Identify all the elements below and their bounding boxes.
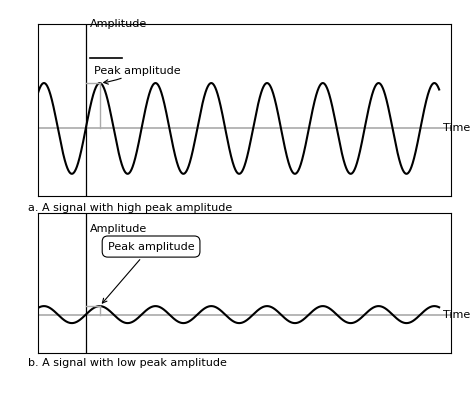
Text: Peak amplitude: Peak amplitude — [102, 241, 195, 303]
Text: Amplitude: Amplitude — [90, 18, 147, 28]
Text: Peak amplitude: Peak amplitude — [94, 66, 180, 84]
Text: b. A signal with low peak amplitude: b. A signal with low peak amplitude — [28, 358, 227, 368]
Text: Time: Time — [443, 310, 470, 320]
Text: Amplitude: Amplitude — [90, 224, 147, 234]
Text: Time: Time — [443, 124, 470, 134]
Text: a. A signal with high peak amplitude: a. A signal with high peak amplitude — [28, 203, 233, 213]
